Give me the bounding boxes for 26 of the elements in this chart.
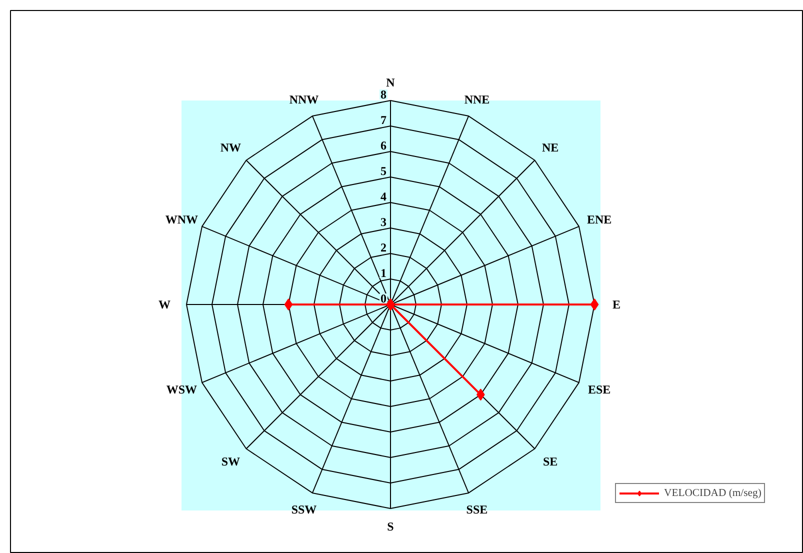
- spoke-label: S: [387, 520, 394, 534]
- spoke-label: ENE: [586, 212, 612, 227]
- y-tick-label: 5: [380, 164, 386, 178]
- y-tick-label: 6: [380, 138, 386, 152]
- spoke-label: WNW: [165, 212, 198, 227]
- spoke-label: NNW: [289, 92, 319, 106]
- spoke-label: NW: [220, 140, 242, 155]
- spoke-label: ESE: [588, 382, 611, 396]
- spoke-label: NNE: [464, 92, 490, 106]
- y-tick-label: 0: [380, 292, 386, 306]
- legend-label: VELOCIDAD (m/seg): [664, 487, 762, 499]
- spoke-label: NE: [542, 140, 559, 155]
- y-tick-label: 7: [380, 113, 386, 127]
- spoke-label: SW: [221, 454, 240, 468]
- y-tick-label: 8: [380, 88, 386, 102]
- y-tick-label: 3: [380, 215, 386, 229]
- spoke-label: SSE: [466, 502, 488, 517]
- spoke-label: W: [158, 298, 170, 312]
- spoke-label: SE: [542, 454, 558, 468]
- y-tick-label: 4: [380, 190, 386, 204]
- spoke-label: SSW: [291, 502, 317, 517]
- spoke-label: N: [386, 76, 396, 90]
- spoke-label: E: [612, 298, 621, 312]
- y-tick-label: 2: [380, 240, 386, 254]
- y-tick-label: 1: [380, 266, 386, 280]
- spoke-label: WSW: [166, 382, 198, 396]
